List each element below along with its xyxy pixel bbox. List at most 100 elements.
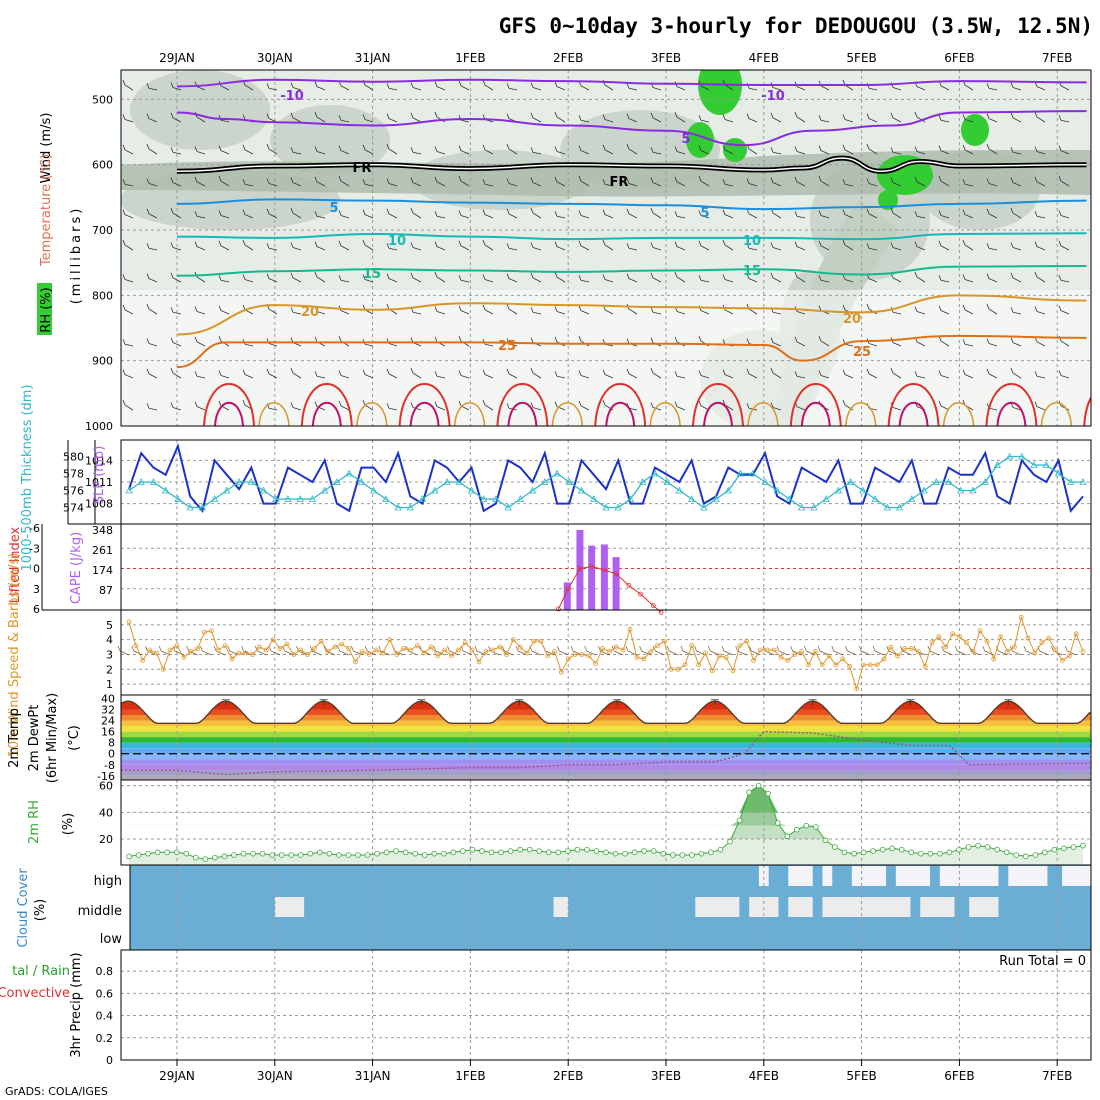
wind-barb	[170, 337, 182, 347]
rh-point	[669, 852, 676, 858]
top-date-label: 2FEB	[553, 51, 583, 65]
thickness-line	[128, 455, 1083, 509]
thickness-point	[1018, 452, 1026, 460]
isotherm-line	[176, 78, 1087, 88]
wind-speed-point	[737, 643, 743, 648]
wind-barb	[242, 179, 254, 187]
wind-barb	[314, 176, 326, 187]
rh-point	[603, 849, 609, 856]
temp-band	[121, 775, 1091, 780]
rh-point	[412, 850, 419, 857]
panel-ylabel: 1000-500mb Thickness (dm)	[20, 384, 35, 571]
rh-point	[154, 849, 161, 856]
wind-barb	[242, 274, 254, 283]
wind-barb	[914, 176, 926, 187]
sounding-ytick: 800	[92, 289, 113, 302]
rh-point	[192, 854, 199, 861]
wind-barb	[746, 113, 758, 123]
cloud-mid-clear	[274, 897, 305, 917]
wind-speed-point	[675, 666, 681, 672]
wind-speed-point	[318, 638, 324, 644]
wind-speed-point	[668, 666, 674, 672]
wind-barb	[842, 114, 854, 123]
rh-point	[879, 846, 886, 853]
wind-speed-point	[984, 638, 990, 644]
wind-barb	[266, 208, 278, 219]
wind-barb	[698, 240, 710, 251]
rh-point	[927, 850, 934, 857]
rh-point	[173, 849, 180, 856]
wind-speed-point	[531, 638, 537, 644]
wind-barb	[122, 79, 134, 91]
wind-speed-point	[401, 646, 406, 651]
thickness-point	[418, 495, 427, 502]
wind-barb	[458, 305, 470, 315]
wind-barb	[338, 240, 350, 251]
cloud-high-clear	[822, 866, 833, 886]
wind-barb	[650, 112, 662, 123]
wind-barb	[938, 115, 950, 123]
wind-barb	[962, 209, 974, 219]
thickness-point	[602, 503, 610, 511]
surface-wind-barb	[954, 645, 967, 656]
wind-barb	[818, 275, 830, 283]
isotherm-30	[496, 383, 549, 426]
wind-barb	[362, 114, 374, 123]
wind-barb	[290, 207, 302, 219]
thickness-point	[944, 478, 953, 485]
thickness-point	[687, 495, 696, 502]
wind-barb	[290, 82, 302, 91]
rh-point	[1070, 844, 1077, 850]
surface-wind-barb	[858, 645, 871, 656]
surface-wind-barb	[625, 645, 638, 656]
wind-barb	[266, 243, 278, 251]
wind-barb	[434, 176, 446, 187]
rh-line	[128, 785, 1084, 860]
isotherm-20-dome	[942, 402, 975, 426]
wind-barb	[1058, 115, 1070, 123]
rh-point	[641, 848, 647, 854]
wind-speed-point	[909, 646, 914, 651]
cape-bar	[600, 544, 608, 610]
temp-band	[121, 737, 1091, 743]
contour-label: FR	[610, 175, 629, 190]
wind-barb	[578, 175, 590, 187]
surface-wind-barb	[707, 645, 720, 656]
wind-speed-point	[840, 656, 846, 662]
wind-barb	[218, 175, 230, 187]
temp-max-marker	[1004, 699, 1013, 706]
wind-barb	[530, 402, 542, 411]
wind-barb	[914, 306, 926, 315]
temp-max-marker	[221, 699, 230, 706]
wind-barb	[362, 274, 374, 283]
ytick: 20	[99, 833, 113, 846]
surface-wind-barb	[611, 645, 624, 656]
thickness-point	[895, 503, 904, 511]
wind-barb	[314, 146, 326, 155]
wind-barb	[890, 207, 902, 219]
wind-barb	[386, 243, 398, 251]
wind-speed-point	[353, 659, 358, 665]
wind-barb	[122, 209, 134, 219]
isotherm-20-dome	[747, 402, 779, 426]
wind-barb	[1034, 211, 1046, 219]
wind-barb	[650, 307, 662, 315]
wind-speed-point	[627, 626, 633, 632]
wind-barb	[578, 115, 590, 123]
surface-wind-barb	[845, 645, 857, 656]
bottom-date-label: 4FEB	[749, 1069, 779, 1083]
wind-barb	[482, 304, 494, 315]
thickness-point	[259, 486, 268, 494]
wind-speed-point	[483, 649, 489, 654]
top-date-label: 4FEB	[749, 51, 779, 65]
top-date-label: 7FEB	[1042, 51, 1072, 65]
wind-speed-point	[881, 656, 887, 662]
panel-ylabel: 2m RH	[27, 800, 42, 844]
thickness-point	[822, 495, 830, 502]
ytick: 1014	[85, 454, 113, 467]
wind-barb	[194, 371, 206, 379]
wind-barb	[434, 81, 446, 91]
cape-bar	[588, 545, 596, 610]
thickness-point	[345, 469, 353, 477]
